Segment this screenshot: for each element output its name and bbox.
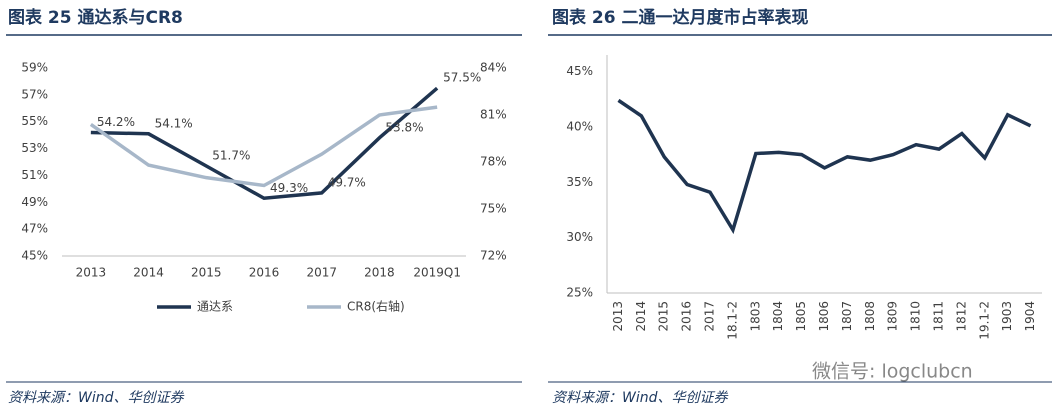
y-tick-label: 57% <box>21 87 48 101</box>
x-tick-label: 1810 <box>909 301 923 332</box>
data-label: 54.1% <box>155 116 193 130</box>
x-tick-label: 2015 <box>657 301 671 332</box>
data-label: 54.2% <box>97 115 135 129</box>
x-tick-label: 2013 <box>611 301 625 332</box>
y-tick-label: 59% <box>21 61 48 75</box>
data-label: 57.5% <box>443 71 481 85</box>
legend-label: CR8(右轴) <box>347 299 405 314</box>
chart-title: 图表 25 通达系与CR8 <box>8 7 183 28</box>
x-tick-label: 2013 <box>76 266 107 280</box>
y-tick-label: 30% <box>566 230 593 244</box>
data-label: 51.7% <box>212 149 250 163</box>
x-tick-label: 2019Q1 <box>413 266 461 280</box>
x-tick-label: 1803 <box>748 301 762 332</box>
x-tick-label: 1903 <box>1000 301 1014 332</box>
x-tick-label: 2016 <box>249 266 280 280</box>
source: 资料来源：Wind、华创证券 <box>8 390 184 406</box>
series-line <box>90 86 439 201</box>
x-tick-label: 2014 <box>634 301 648 332</box>
y-tick-label: 35% <box>566 175 593 189</box>
watermark: 微信号: logclubcn <box>812 361 973 383</box>
x-tick-label: 1812 <box>954 301 968 332</box>
x-tick-label: 1807 <box>840 301 854 332</box>
x-tick-label: 2018 <box>364 266 395 280</box>
y2-tick-label: 75% <box>480 202 507 216</box>
y-tick-label: 40% <box>566 119 593 133</box>
y-tick-label: 51% <box>21 168 48 182</box>
x-tick-label: 2017 <box>703 301 717 332</box>
x-tick-label: 1811 <box>931 301 945 332</box>
y-tick-label: 45% <box>21 249 48 263</box>
x-tick-label: 1808 <box>863 301 877 332</box>
y-tick-label: 53% <box>21 141 48 155</box>
y-tick-label: 45% <box>566 64 593 78</box>
x-tick-label: 1804 <box>771 301 785 332</box>
x-tick-label: 19.1-2 <box>977 301 991 340</box>
y-tick-label: 55% <box>21 114 48 128</box>
x-tick-label: 1805 <box>794 301 808 332</box>
y-tick-label: 47% <box>21 222 48 236</box>
y2-tick-label: 84% <box>480 61 507 75</box>
data-label: 49.3% <box>270 181 308 195</box>
legend-label: 通达系 <box>197 300 233 314</box>
y2-tick-label: 72% <box>480 249 507 263</box>
data-label: 53.8% <box>385 120 423 134</box>
chart-title: 图表 26 二通一达月度市占率表现 <box>552 7 809 28</box>
y-tick-label: 49% <box>21 195 48 209</box>
x-tick-label: 1904 <box>1023 301 1037 332</box>
x-tick-label: 18.1-2 <box>725 301 739 340</box>
y2-tick-label: 81% <box>480 108 507 122</box>
x-tick-label: 2017 <box>306 266 337 280</box>
x-tick-label: 1806 <box>817 301 831 332</box>
series-line <box>89 105 438 188</box>
y-tick-label: 25% <box>566 286 593 300</box>
series-line <box>617 98 1032 235</box>
x-tick-label: 2015 <box>191 266 222 280</box>
x-tick-label: 1809 <box>886 301 900 332</box>
data-label: 49.7% <box>328 175 366 189</box>
x-tick-label: 2016 <box>680 301 694 332</box>
source: 资料来源：Wind、华创证券 <box>552 390 728 406</box>
x-tick-label: 2014 <box>133 266 164 280</box>
y2-tick-label: 78% <box>480 155 507 169</box>
